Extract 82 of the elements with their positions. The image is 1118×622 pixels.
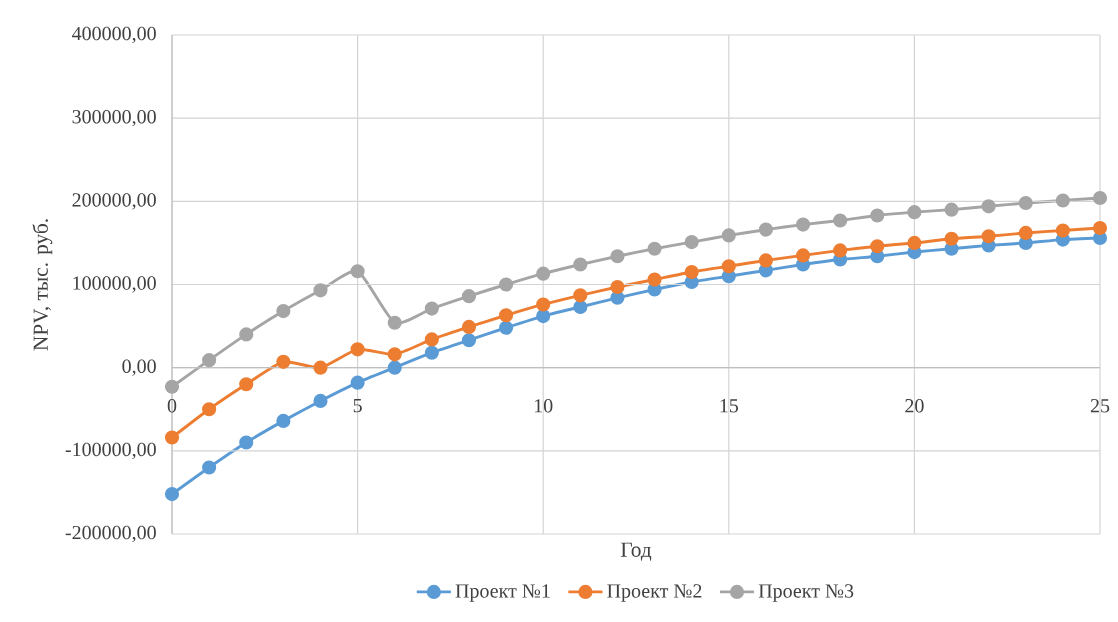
point	[461, 319, 477, 334]
point	[684, 235, 699, 250]
point	[387, 315, 402, 330]
point	[795, 217, 811, 232]
point	[387, 360, 402, 375]
point	[202, 353, 217, 368]
point	[1018, 195, 1033, 211]
point	[981, 229, 996, 244]
point	[1092, 190, 1108, 206]
point	[536, 309, 551, 324]
y-tick-label: 0,00	[122, 359, 156, 376]
point	[573, 299, 588, 315]
x-tick-label: 15	[720, 399, 739, 413]
point	[461, 333, 477, 348]
point	[758, 253, 773, 268]
point	[907, 205, 922, 220]
point	[239, 377, 254, 392]
point	[1055, 223, 1070, 238]
point	[499, 277, 514, 292]
point	[833, 213, 848, 228]
point	[164, 430, 180, 445]
point	[164, 487, 180, 502]
point	[387, 347, 402, 362]
point	[573, 288, 588, 303]
point	[573, 257, 588, 272]
point	[164, 379, 180, 394]
point	[424, 345, 439, 360]
y-tick-label: 200000,00	[72, 193, 156, 210]
point	[424, 332, 439, 347]
point	[870, 208, 885, 223]
point	[202, 460, 217, 475]
point	[276, 354, 291, 369]
y-tick-label: -200000,00	[65, 525, 156, 543]
point	[721, 259, 736, 274]
point	[239, 435, 254, 450]
point	[499, 308, 514, 323]
point	[350, 342, 365, 357]
point	[350, 264, 365, 279]
point	[833, 243, 848, 258]
point	[536, 266, 551, 281]
point	[499, 320, 514, 335]
point	[461, 289, 477, 304]
point	[1055, 193, 1070, 208]
point	[647, 272, 662, 287]
x-tick-label: 5	[353, 399, 362, 413]
x-tick-label: 0	[167, 399, 177, 413]
point	[795, 248, 811, 263]
x-tick-label: 10	[534, 399, 553, 413]
point	[313, 360, 328, 375]
point	[239, 327, 254, 342]
y-tick-label: 300000,00	[72, 109, 156, 127]
y-tick-label: -100000,00	[65, 442, 156, 460]
point	[944, 231, 959, 246]
point	[870, 239, 885, 254]
point	[536, 297, 551, 312]
point	[610, 279, 625, 295]
point	[758, 222, 773, 237]
point	[202, 402, 217, 417]
point	[350, 375, 365, 390]
y-tick-label: 400000,00	[72, 26, 156, 44]
point	[276, 413, 291, 428]
point	[276, 304, 291, 319]
point	[907, 235, 922, 250]
x-tick-label: 20	[905, 399, 924, 413]
point	[981, 199, 996, 214]
point	[424, 301, 439, 316]
y-tick-label: 100000,00	[73, 276, 156, 293]
legend-label: Проект №2	[607, 584, 702, 602]
point	[1018, 225, 1033, 241]
y-axis-title: NPV, тыс. руб.	[32, 219, 53, 351]
point	[610, 249, 625, 264]
point	[313, 393, 328, 408]
point	[721, 228, 736, 243]
point	[684, 264, 699, 280]
legend-label: Проект №1	[455, 584, 550, 602]
point	[944, 202, 959, 217]
point	[313, 283, 328, 298]
point	[1092, 220, 1108, 236]
x-axis-title: Год	[620, 542, 652, 561]
point	[647, 241, 662, 256]
x-tick-label: 25	[1090, 399, 1110, 413]
legend-label: Проект №3	[758, 584, 854, 602]
